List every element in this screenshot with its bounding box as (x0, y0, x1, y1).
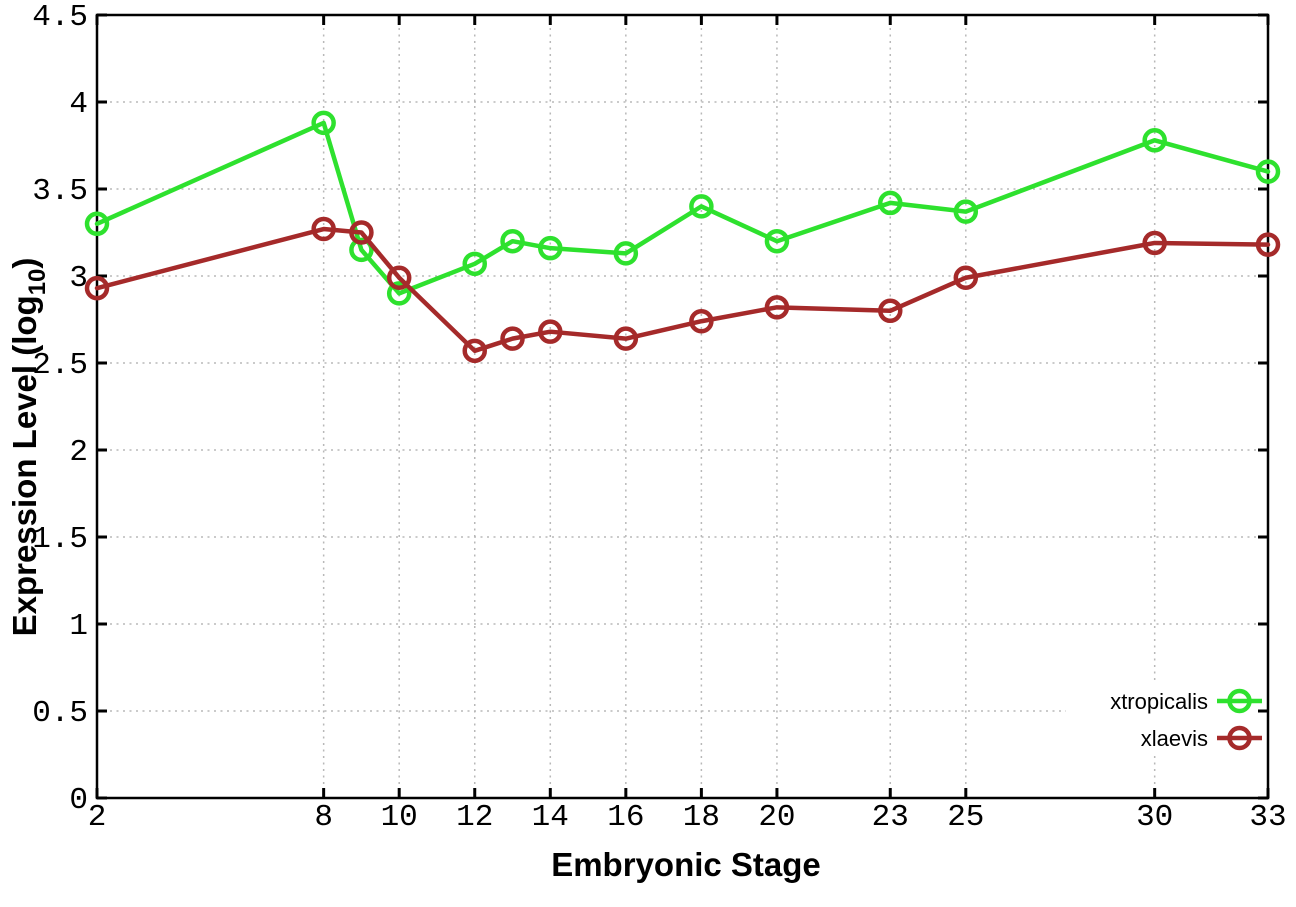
data-point-marker-xtropicalis (386, 281, 412, 306)
y-tick-label: 0.5 (32, 696, 88, 731)
x-tick-label: 33 (1249, 800, 1286, 835)
y-axis-title-subscript: 10 (24, 269, 51, 296)
data-point-marker-xlaevis (689, 308, 714, 334)
y-tick-label: 1.5 (32, 522, 88, 557)
x-tick-label: 20 (758, 800, 795, 835)
x-tick-label: 8 (314, 800, 333, 835)
y-tick-label: 2.5 (32, 348, 88, 383)
data-point-marker-xtropicalis (462, 251, 487, 277)
data-point-marker-xlaevis (500, 326, 525, 351)
legend-label-xtropicalis: xtropicalis (1110, 689, 1208, 714)
data-point-marker-xlaevis (1142, 230, 1167, 256)
data-point-marker-xlaevis (538, 319, 563, 344)
legend-marker-xtropicalis (1227, 688, 1252, 714)
x-tick-label: 10 (381, 800, 418, 835)
x-tick-label: 25 (947, 800, 984, 835)
x-axis-title: Embryonic Stage (551, 846, 821, 883)
data-point-marker-xtropicalis (1142, 128, 1167, 153)
data-point-marker-xlaevis (349, 220, 374, 245)
data-point-marker-xtropicalis (349, 237, 374, 263)
data-point-marker-xlaevis (462, 338, 487, 364)
data-point-marker-xtropicalis (689, 194, 714, 219)
x-tick-label: 30 (1136, 800, 1173, 835)
y-axis-title-suffix: ) (6, 258, 43, 269)
legend-marker-xlaevis (1227, 725, 1252, 751)
y-axis-title: Expression Level (log10) (6, 258, 51, 637)
y-tick-label: 2 (69, 435, 88, 470)
x-tick-label: 23 (872, 800, 909, 835)
data-point-marker-xlaevis (84, 275, 110, 301)
data-point-marker-xlaevis (878, 298, 903, 324)
x-tick-label: 2 (88, 800, 107, 835)
data-point-marker-xtropicalis (613, 241, 639, 266)
data-point-marker-xlaevis (764, 295, 790, 320)
y-tick-label: 1 (69, 609, 88, 644)
y-tick-label: 0 (69, 783, 88, 818)
plot-border (95, 13, 1270, 800)
data-point-marker-xlaevis (613, 326, 639, 351)
data-point-marker-xtropicalis (953, 199, 979, 224)
data-point-marker-xtropicalis (764, 228, 790, 254)
series-line-xlaevis (94, 226, 1271, 354)
data-point-marker-xlaevis (386, 265, 412, 290)
y-tick-label: 4 (69, 87, 88, 122)
data-point-marker-xtropicalis (878, 190, 903, 216)
legend: xtropicalis xlaevis (1066, 680, 1264, 756)
data-point-marker-xlaevis (311, 216, 336, 242)
x-tick-label: 18 (683, 800, 720, 835)
data-point-marker-xtropicalis (311, 110, 336, 136)
x-tick-label: 16 (607, 800, 644, 835)
x-tick-label: 14 (532, 800, 569, 835)
data-point-marker-xtropicalis (1255, 159, 1281, 184)
y-tick-label: 4.5 (32, 0, 88, 35)
y-tick-label: 3.5 (32, 174, 88, 209)
tick-marks (95, 13, 1270, 800)
x-tick-label: 12 (456, 800, 493, 835)
data-point-marker-xtropicalis (538, 235, 563, 261)
series-line-xtropicalis (94, 120, 1271, 296)
data-point-marker-xlaevis (1255, 232, 1281, 257)
y-axis-title-main: Expression Level (log (6, 295, 43, 636)
data-point-marker-xtropicalis (500, 228, 525, 254)
legend-label-xlaevis: xlaevis (1141, 726, 1208, 751)
y-tick-label: 3 (69, 261, 88, 296)
data-point-marker-xlaevis (953, 265, 979, 290)
data-point-marker-xtropicalis (84, 211, 110, 237)
